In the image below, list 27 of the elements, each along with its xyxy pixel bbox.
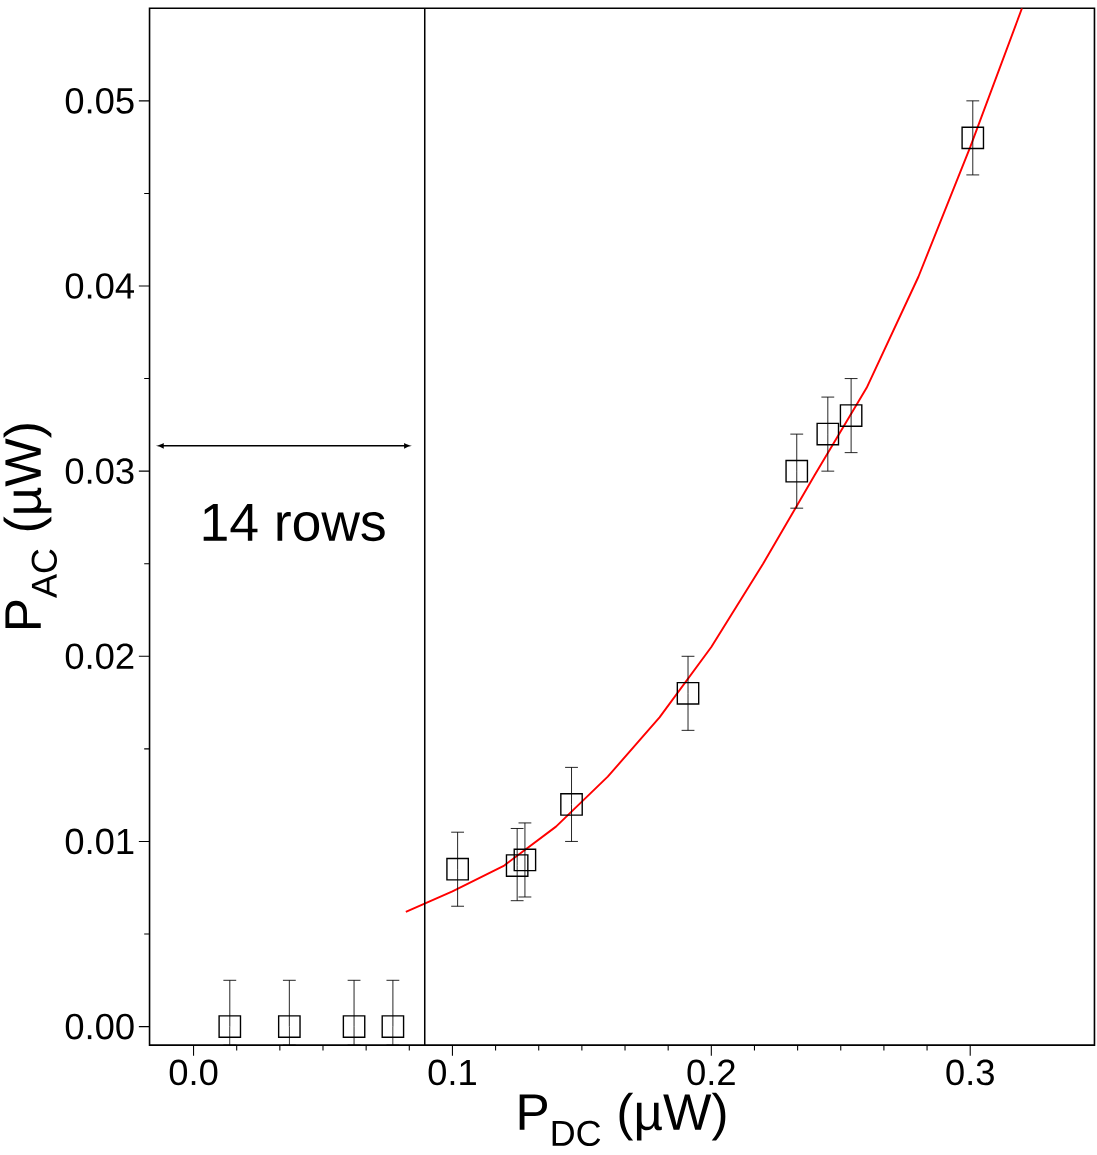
point [816, 422, 840, 446]
point [513, 848, 537, 872]
point [446, 857, 469, 881]
point [559, 793, 583, 816]
y-tick-label: 0.01 [65, 828, 134, 855]
y-tick-label: 0.04 [65, 273, 134, 299]
y-tick-label: 0.02 [65, 643, 134, 670]
point [342, 1015, 366, 1038]
x-tick-label: 0.0 [169, 1059, 218, 1086]
point [839, 404, 863, 427]
y-tick-label: 0.03 [65, 458, 134, 485]
x-tick-label: 0.3 [946, 1059, 994, 1086]
annotation: 14 rows [203, 503, 385, 542]
point [505, 854, 529, 877]
x-axis-title: P$_{DC}$ (µW) [519, 1092, 726, 1147]
point [785, 459, 808, 483]
x-tick-label: 0.1 [428, 1059, 476, 1086]
y-tick-label: 0.05 [65, 87, 134, 114]
point [277, 1015, 301, 1038]
point [218, 1015, 241, 1038]
point [676, 681, 700, 705]
y-tick-label: 0.00 [65, 1013, 134, 1040]
line-series [404, 8, 1023, 913]
point [381, 1015, 405, 1038]
point [961, 126, 984, 150]
y-axis-title: P$_{AC}$ (µW) [3, 424, 57, 629]
x-tick-label: 0.2 [687, 1059, 735, 1086]
